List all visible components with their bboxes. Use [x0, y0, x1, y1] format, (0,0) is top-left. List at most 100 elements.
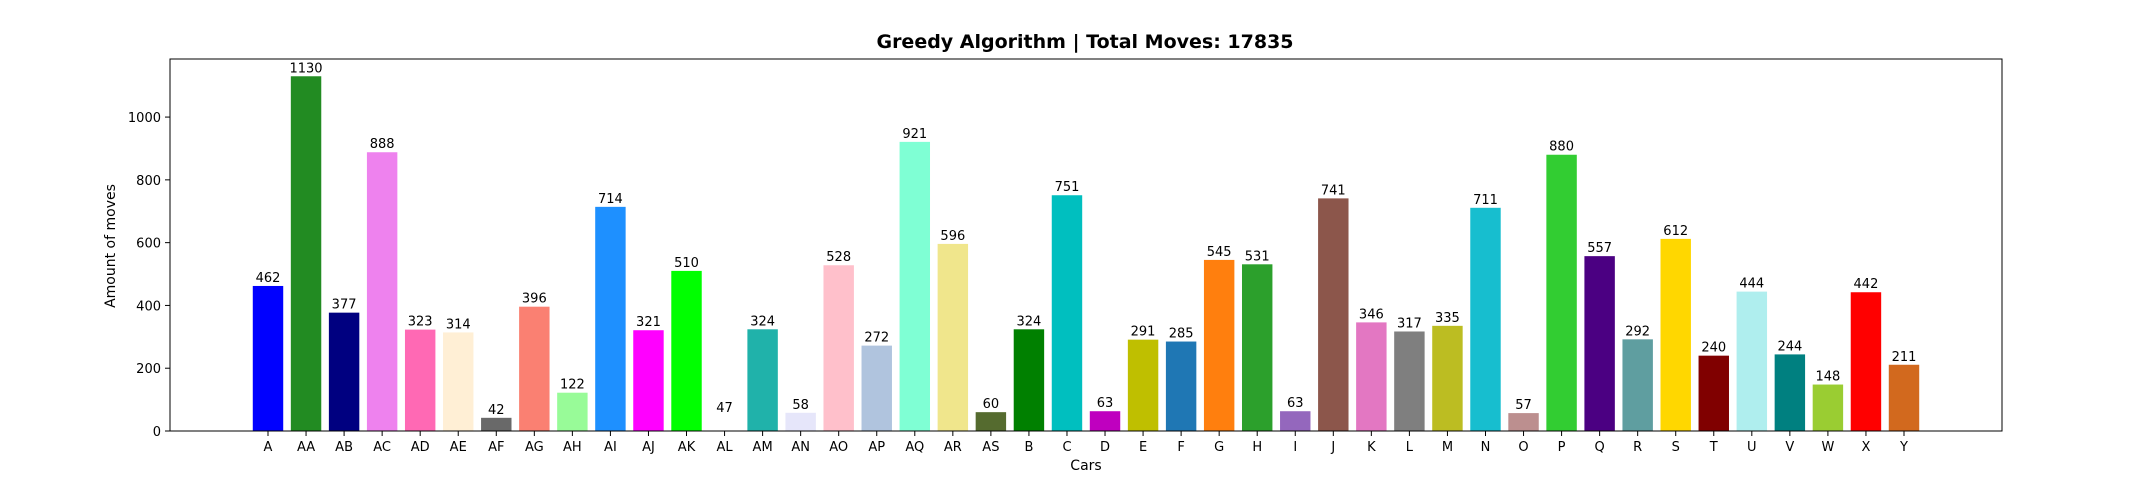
bar-ac — [366, 152, 398, 431]
bar-c — [1051, 195, 1083, 431]
x-tick-label-t: T — [1709, 440, 1718, 455]
bar-value-label-n: 711 — [1473, 193, 1498, 208]
bar-value-label-c: 751 — [1055, 180, 1080, 195]
x-tick-label-m: M — [1442, 440, 1453, 455]
x-tick-label-ap: AP — [868, 440, 885, 455]
x-tick-label-af: AF — [488, 440, 504, 455]
bar-value-label-ao: 528 — [826, 250, 851, 265]
x-tick-label-g: G — [1214, 440, 1224, 455]
bar-o — [1508, 413, 1539, 431]
bar-value-label-s: 612 — [1663, 224, 1688, 239]
bar-ab — [328, 312, 360, 431]
x-tick-label-v: V — [1785, 440, 1794, 455]
bar-value-label-ac: 888 — [370, 137, 395, 152]
x-tick-label-f: F — [1177, 440, 1184, 455]
bar-value-label-w: 148 — [1815, 370, 1840, 385]
bar-g — [1203, 259, 1235, 431]
bar-value-label-t: 240 — [1701, 341, 1726, 356]
x-tick-label-r: R — [1633, 440, 1642, 455]
bar-value-label-ar: 596 — [940, 229, 965, 244]
bar-b — [1013, 329, 1045, 431]
bar-q — [1584, 256, 1615, 431]
x-tick-label-ad: AD — [411, 440, 430, 455]
x-tick-label-d: D — [1100, 440, 1110, 455]
y-tick-label: 0 — [153, 425, 161, 440]
bar-value-label-l: 317 — [1397, 316, 1422, 331]
bar-p — [1546, 154, 1577, 432]
bar-a — [252, 285, 284, 431]
plot-area: 462 A 1130 AA 377 AB 888 AC 323 AD 314 AE 42 AF 396 AG 1… — [128, 58, 2003, 455]
x-tick-label-am: AM — [753, 440, 773, 455]
bar-h — [1241, 264, 1273, 431]
bar-value-label-an: 58 — [792, 398, 809, 413]
x-tick-label-aj: AJ — [642, 440, 655, 455]
bar-am — [747, 329, 778, 431]
bar-value-label-ab: 377 — [332, 298, 357, 313]
bar-v — [1774, 354, 1806, 431]
x-tick-label-an: AN — [791, 440, 810, 455]
x-tick-label-aq: AQ — [905, 440, 924, 455]
y-tick-label: 1000 — [128, 111, 161, 126]
y-tick-label: 400 — [136, 299, 161, 314]
x-tick-label-e: E — [1139, 440, 1147, 455]
bar-value-label-aj: 321 — [636, 315, 661, 330]
x-tick-label-y: Y — [1899, 440, 1908, 455]
bar-as — [975, 412, 1007, 431]
x-tick-label-a: A — [264, 440, 273, 455]
x-tick-label-ac: AC — [373, 440, 391, 455]
x-tick-label-al: AL — [716, 440, 733, 455]
x-tick-label-q: Q — [1595, 440, 1605, 455]
bar-value-label-y: 211 — [1892, 350, 1917, 365]
bar-l — [1394, 331, 1425, 431]
bar-ar — [937, 243, 969, 431]
bar-r — [1622, 339, 1653, 431]
bar-aa — [290, 76, 322, 432]
bar-value-label-ae: 314 — [446, 317, 471, 332]
bar-aj — [633, 330, 664, 431]
bar-i — [1280, 411, 1311, 431]
x-tick-label-p: P — [1558, 440, 1566, 455]
bar-value-label-ad: 323 — [408, 315, 433, 330]
bar-value-label-p: 880 — [1549, 140, 1574, 155]
x-tick-label-s: S — [1672, 440, 1680, 455]
bar-ae — [443, 332, 474, 431]
bar-f — [1165, 341, 1197, 431]
bar-ai — [595, 206, 626, 431]
bar-ah — [557, 392, 588, 431]
bar-d — [1089, 411, 1121, 431]
bar-value-label-r: 292 — [1625, 324, 1650, 339]
x-tick-label-l: L — [1406, 440, 1414, 455]
x-tick-label-c: C — [1062, 440, 1071, 455]
bar-ag — [519, 306, 550, 431]
bar-value-label-al: 47 — [716, 401, 733, 416]
bar-value-label-b: 324 — [1017, 314, 1042, 329]
bar-value-label-ag: 396 — [522, 292, 547, 307]
bar-s — [1660, 238, 1691, 431]
bar-value-label-aa: 1130 — [289, 61, 322, 76]
bar-value-label-o: 57 — [1515, 398, 1532, 413]
x-tick-label-k: K — [1367, 440, 1376, 455]
bar-w — [1812, 384, 1844, 431]
bar-value-label-aq: 921 — [902, 127, 927, 142]
x-tick-label-ai: AI — [604, 440, 617, 455]
x-tick-label-ar: AR — [944, 440, 962, 455]
x-tick-label-aa: AA — [297, 440, 315, 455]
bar-value-label-ap: 272 — [864, 331, 889, 346]
bar-aq — [899, 141, 931, 431]
bar-value-label-ah: 122 — [560, 378, 585, 393]
plot-frame — [169, 58, 2003, 432]
bar-value-label-as: 60 — [983, 397, 1000, 412]
bar-value-label-j: 741 — [1321, 183, 1346, 198]
bar-an — [785, 412, 816, 431]
x-tick-label-ah: AH — [563, 440, 582, 455]
bar-value-label-af: 42 — [488, 403, 505, 418]
bar-x — [1850, 292, 1882, 431]
bar-value-label-v: 244 — [1777, 339, 1802, 354]
bar-value-label-u: 444 — [1739, 277, 1764, 292]
x-tick-label-ab: AB — [335, 440, 353, 455]
bar-al — [709, 416, 740, 431]
y-tick-label: 600 — [136, 237, 161, 252]
bar-af — [481, 417, 512, 431]
bar-value-label-g: 545 — [1207, 245, 1232, 260]
